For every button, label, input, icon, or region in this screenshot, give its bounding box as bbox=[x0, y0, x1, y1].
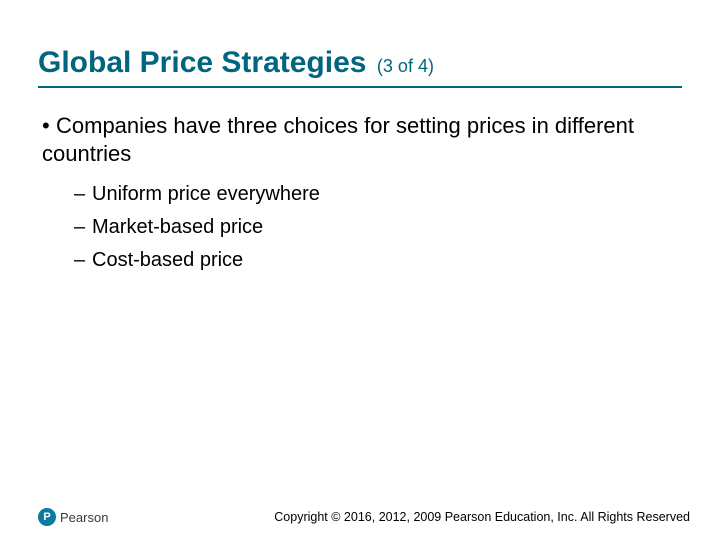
logo-icon: P bbox=[38, 508, 56, 526]
dash-marker: – bbox=[74, 181, 92, 208]
dash-marker: – bbox=[74, 214, 92, 241]
sub-bullet-list: –Uniform price everywhere –Market-based … bbox=[74, 181, 682, 274]
footer: P Pearson Copyright © 2016, 2012, 2009 P… bbox=[0, 508, 720, 526]
bullet-text: Companies have three choices for setting… bbox=[42, 113, 634, 166]
logo-text: Pearson bbox=[60, 510, 108, 525]
slide: Global Price Strategies (3 of 4) •Compan… bbox=[0, 0, 720, 540]
pearson-logo: P Pearson bbox=[38, 508, 108, 526]
title-row: Global Price Strategies (3 of 4) bbox=[38, 46, 682, 88]
content-area: •Companies have three choices for settin… bbox=[38, 112, 682, 274]
bullet-level2: –Market-based price bbox=[74, 214, 682, 241]
dash-marker: – bbox=[74, 247, 92, 274]
bullet-level2: –Uniform price everywhere bbox=[74, 181, 682, 208]
slide-title: Global Price Strategies bbox=[38, 46, 366, 79]
bullet-marker: • bbox=[42, 112, 56, 140]
copyright-text: Copyright © 2016, 2012, 2009 Pearson Edu… bbox=[274, 510, 690, 524]
slide-subtitle: (3 of 4) bbox=[377, 56, 434, 76]
sub-bullet-text: Cost-based price bbox=[92, 249, 243, 271]
bullet-level2: –Cost-based price bbox=[74, 247, 682, 274]
bullet-level1: •Companies have three choices for settin… bbox=[42, 112, 682, 167]
sub-bullet-text: Market-based price bbox=[92, 216, 263, 238]
sub-bullet-text: Uniform price everywhere bbox=[92, 183, 320, 205]
